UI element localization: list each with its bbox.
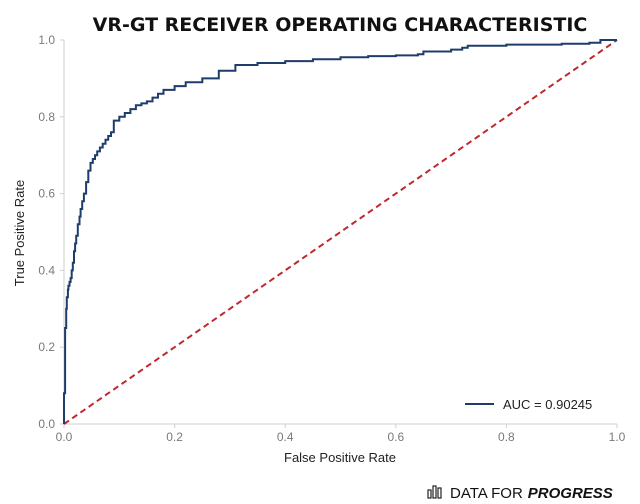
brand-prefix: DATA FOR xyxy=(450,485,523,502)
y-tick-label: 0.8 xyxy=(38,110,55,124)
y-axis-label: True Positive Rate xyxy=(12,180,27,286)
y-tick-label: 0.2 xyxy=(38,340,55,354)
legend-label: AUC = 0.90245 xyxy=(503,397,592,412)
x-axis-ticks: 0.0 0.2 0.4 0.6 0.8 1.0 xyxy=(56,424,626,444)
plot-frame xyxy=(63,40,617,425)
legend: AUC = 0.90245 xyxy=(465,397,592,412)
chance-diagonal-line xyxy=(63,39,618,425)
y-tick-label: 0.4 xyxy=(38,263,55,277)
y-tick-label: 0.0 xyxy=(38,417,55,431)
series-layer xyxy=(63,39,618,425)
brand-name: DATA FOR PROGRESS xyxy=(450,485,613,502)
x-tick-label: 0.8 xyxy=(498,430,515,444)
y-tick-label: 1.0 xyxy=(38,33,55,47)
x-tick-label: 0.0 xyxy=(56,430,73,444)
y-axis-ticks: 0.0 0.2 0.4 0.6 0.8 1.0 xyxy=(38,33,64,431)
chart-title: VR-GT RECEIVER OPERATING CHARACTERISTIC xyxy=(93,14,588,36)
y-tick-label: 0.6 xyxy=(38,187,55,201)
brand-emphasis: PROGRESS xyxy=(528,485,613,502)
x-tick-label: 1.0 xyxy=(609,430,626,444)
x-axis-label: False Positive Rate xyxy=(284,450,396,465)
x-tick-label: 0.2 xyxy=(166,430,183,444)
bar-chart-icon xyxy=(427,485,442,499)
brand-logo: DATA FOR PROGRESS xyxy=(427,485,613,502)
x-tick-label: 0.4 xyxy=(277,430,294,444)
roc-curve-line xyxy=(63,39,617,424)
x-tick-label: 0.6 xyxy=(387,430,404,444)
